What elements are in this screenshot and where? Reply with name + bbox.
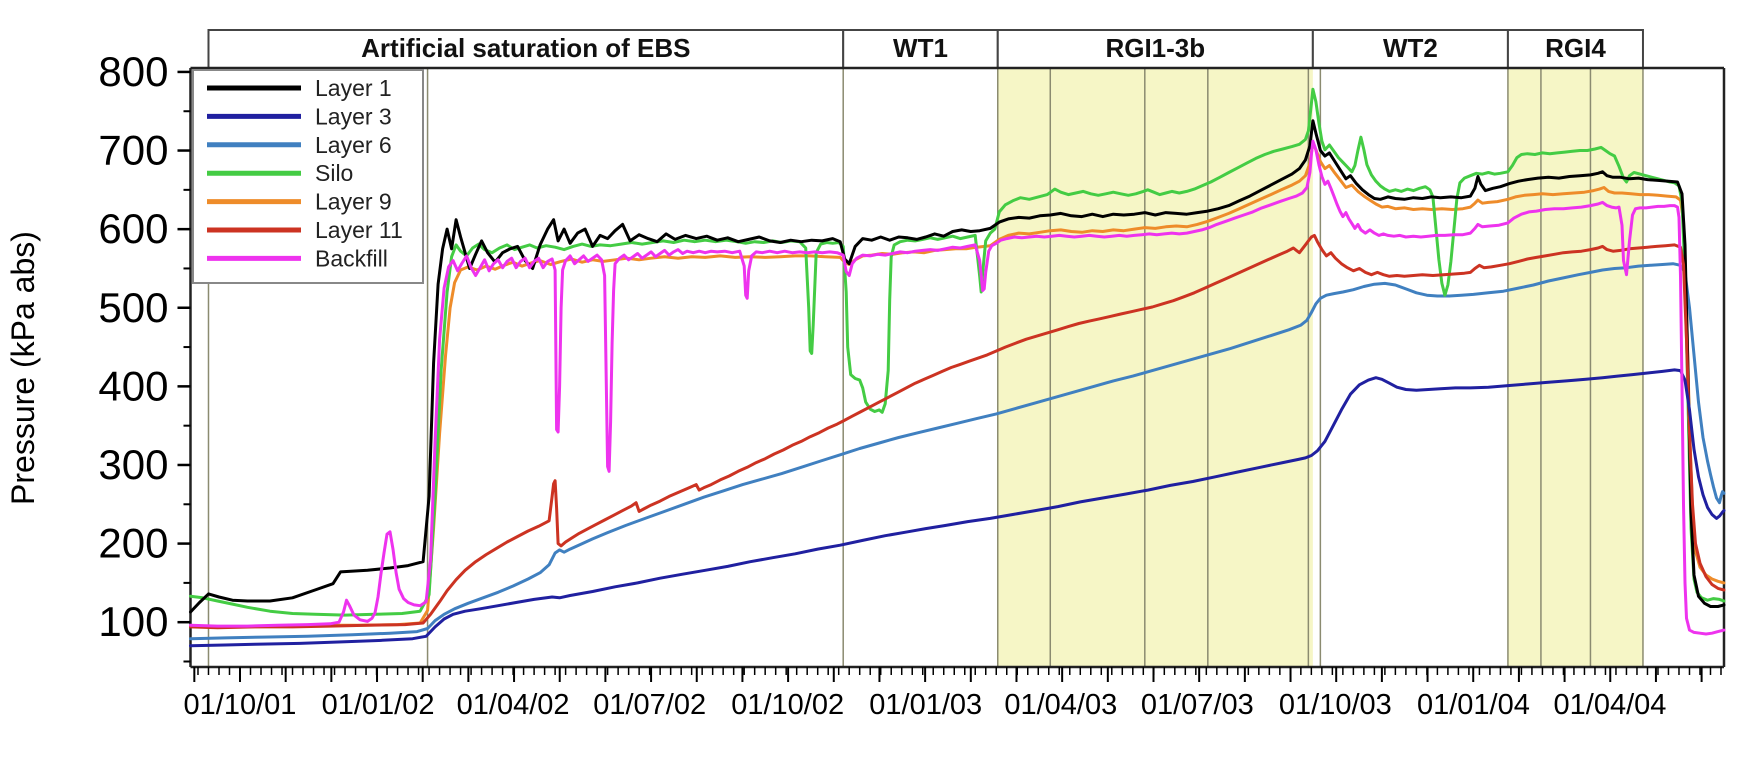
phase-label-band: Artificial saturation of EBS WT1 RGI1-3b WT… [207, 29, 1644, 69]
phase-label: RGI1-3b [1105, 33, 1205, 63]
x-tick-label: 01/10/01 [184, 689, 297, 721]
y-tick-label: 700 [98, 127, 168, 174]
phase-label: Artificial saturation of EBS [361, 33, 690, 63]
series-layer-11 [189, 233, 1726, 630]
y-tick-label: 800 [98, 48, 168, 95]
x-tick-label: 01/04/04 [1554, 689, 1667, 721]
y-tick-label: 100 [98, 598, 168, 645]
phase-label: WT2 [1383, 33, 1438, 63]
phase-box [1506, 29, 1644, 69]
x-tick-label: 01/10/03 [1279, 689, 1392, 721]
x-tick-label: 01/07/03 [1141, 689, 1254, 721]
series-silo [189, 87, 1726, 617]
x-tick-label: 01/01/04 [1417, 689, 1530, 721]
x-tick-label: 01/10/02 [731, 689, 844, 721]
legend-label: Silo [315, 160, 353, 186]
axis-ticks-and-labels: 100 200 300 400 500 600 700 800 01/10/01 01/01/02… [98, 48, 1722, 721]
legend-label: Layer 1 [315, 75, 392, 101]
x-tick-label: 01/07/02 [593, 689, 706, 721]
series-layer-3 [189, 368, 1726, 648]
legend-label: Backfill [315, 245, 388, 271]
phase-label: WT1 [893, 33, 948, 63]
series-layer-1 [189, 119, 1726, 614]
shaded-region [997, 68, 1313, 667]
legend-label: Layer 9 [315, 189, 392, 215]
legend-label: Layer 3 [315, 103, 392, 129]
y-tick-label: 200 [98, 520, 168, 567]
series-layer-9 [189, 141, 1726, 629]
phase-box [1311, 29, 1509, 69]
plot-border [189, 66, 1726, 669]
legend-label: Layer 11 [315, 217, 403, 243]
phase-gridlines [207, 68, 1644, 667]
x-tick-label: 01/01/02 [322, 689, 435, 721]
y-tick-label: 400 [98, 362, 168, 409]
phase-box [996, 29, 1314, 69]
y-axis-title: Pressure (kPa abs) [5, 231, 41, 505]
y-tick-label: 500 [98, 284, 168, 331]
legend-label: Layer 6 [315, 132, 392, 158]
y-tick-label: 600 [98, 205, 168, 252]
data-series [189, 87, 1726, 648]
legend-frame [192, 69, 424, 284]
x-tick-label: 01/01/03 [869, 689, 982, 721]
shaded-region [1507, 68, 1643, 667]
series-backfill [189, 139, 1726, 636]
x-tick-label: 01/04/03 [1004, 689, 1117, 721]
series-layer-6 [189, 262, 1726, 641]
y-tick-label: 300 [98, 441, 168, 488]
phase-label: RGI4 [1545, 33, 1606, 63]
x-tick-label: 01/04/02 [457, 689, 570, 721]
phase-box [842, 29, 999, 69]
